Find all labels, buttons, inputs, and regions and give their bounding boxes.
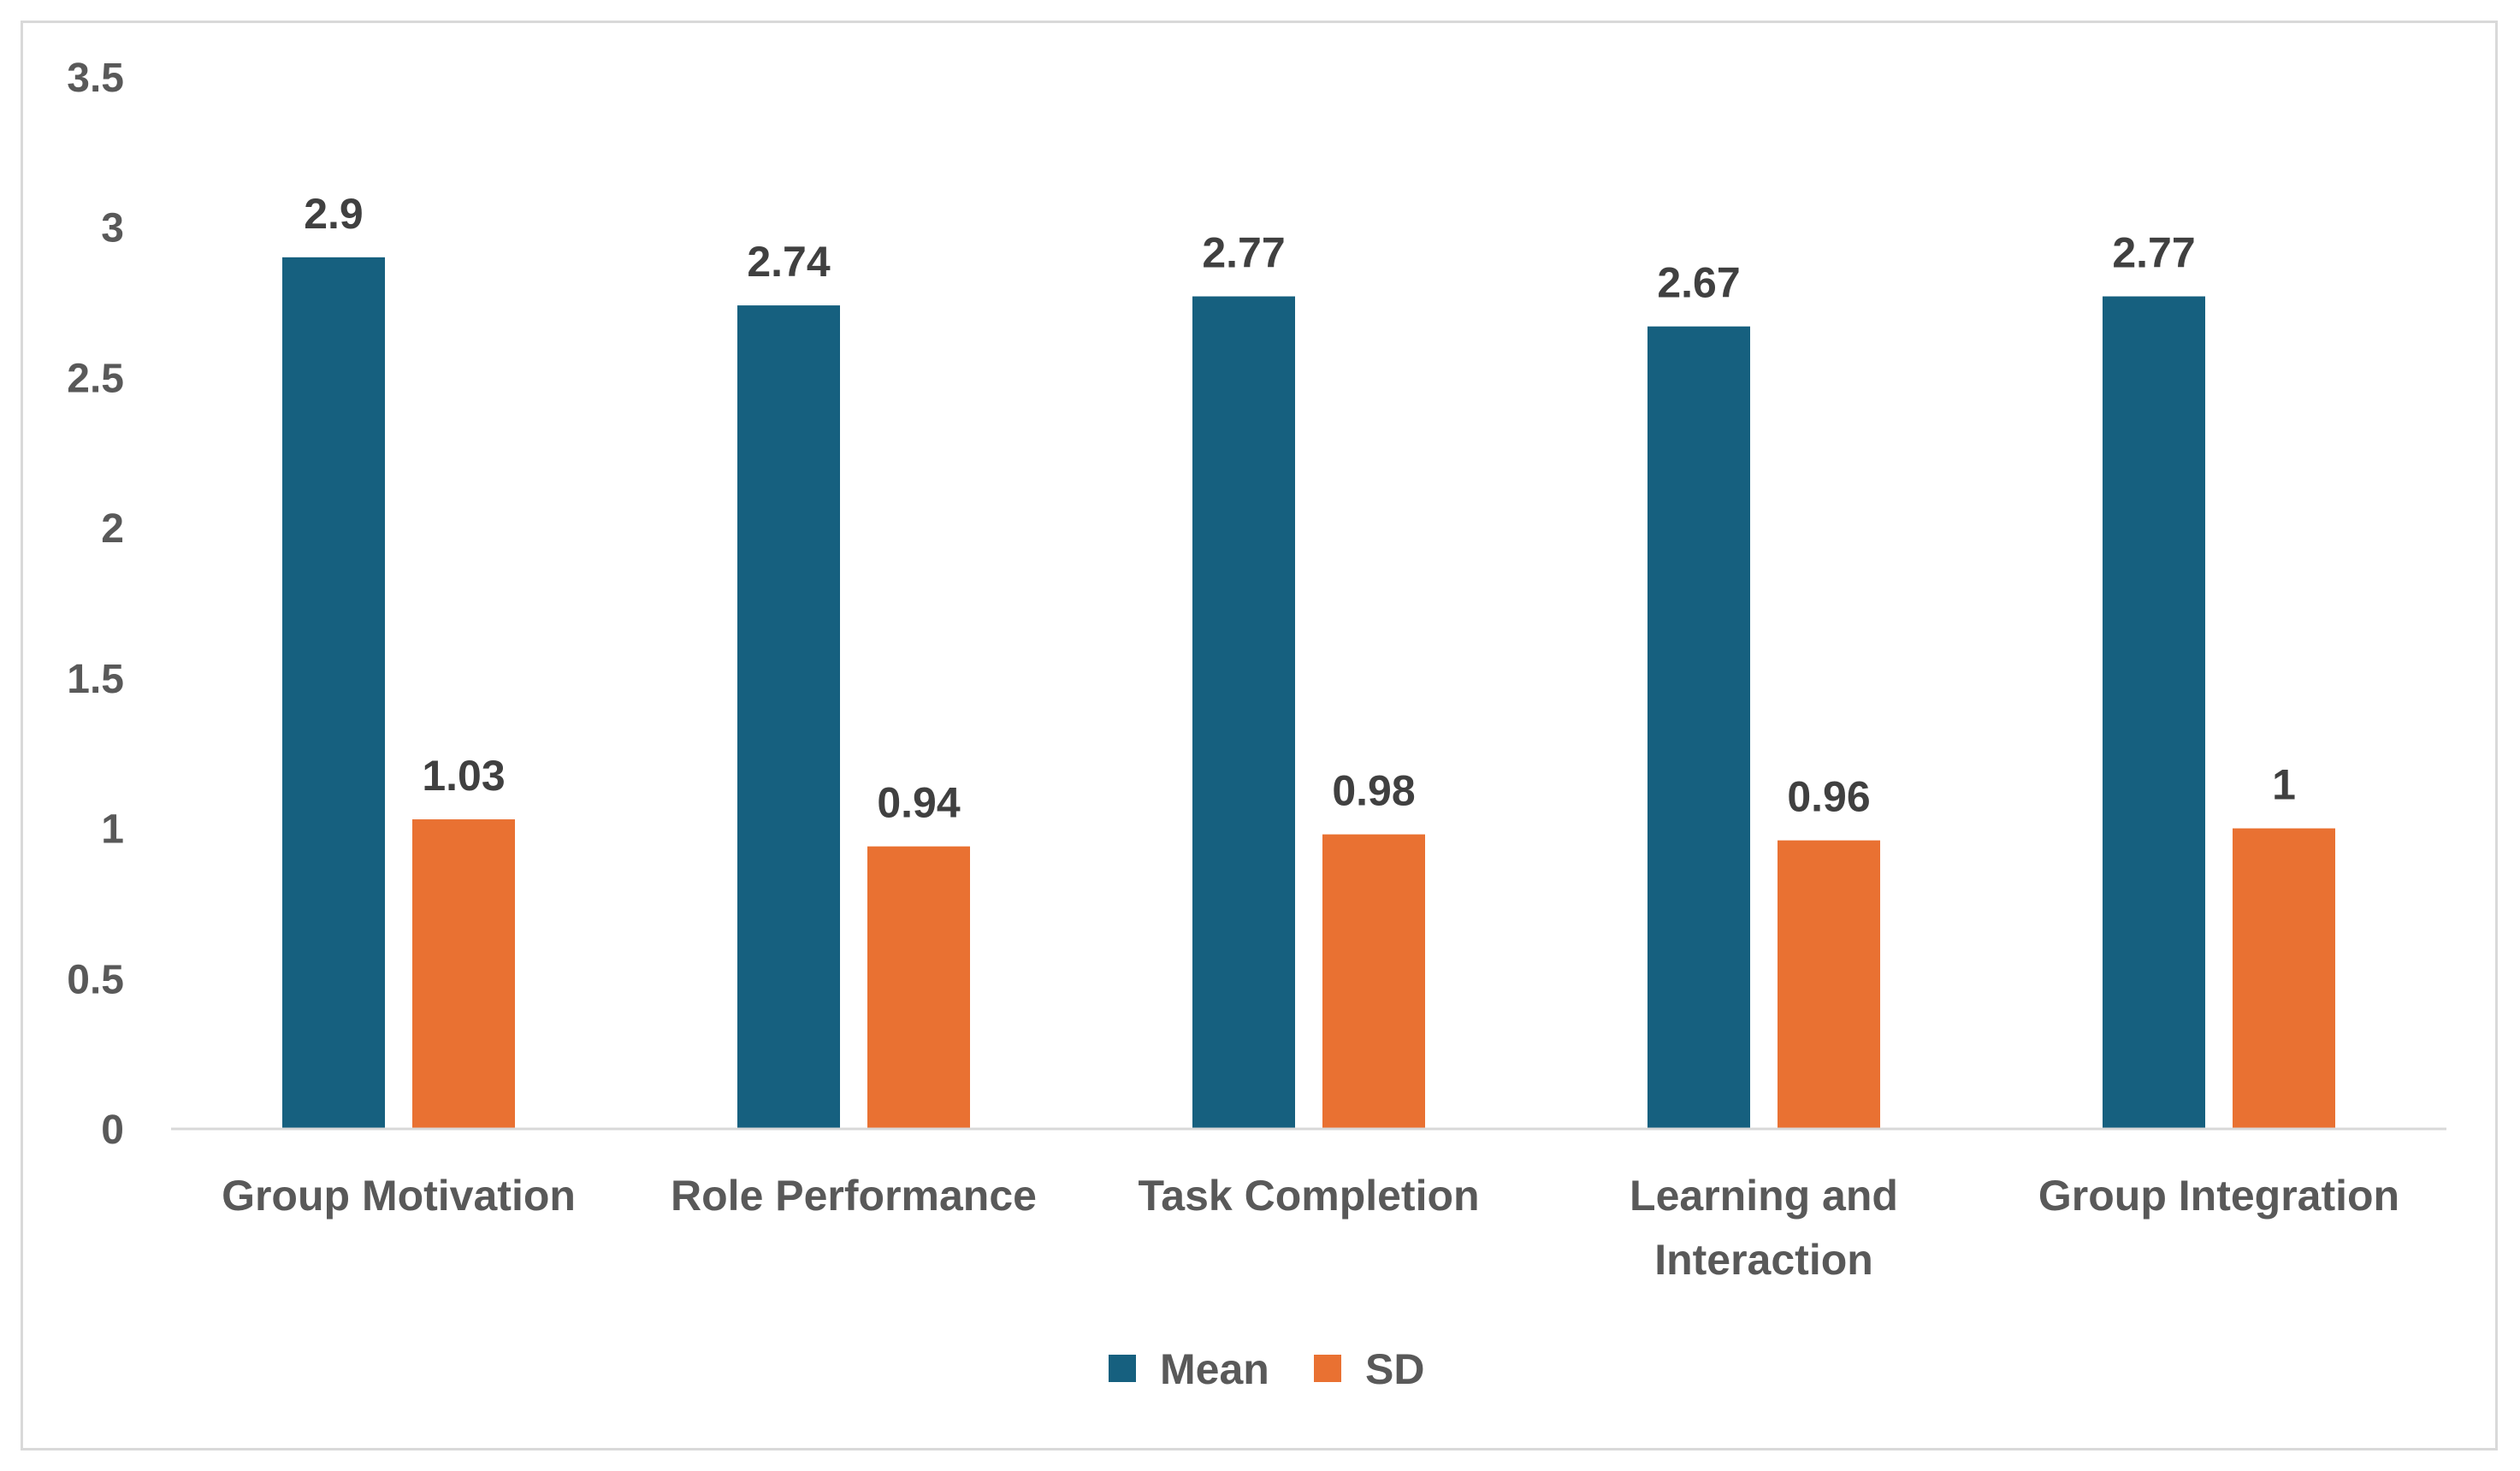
y-tick-label: 1.5 (67, 657, 124, 702)
y-tick-label: 3.5 (67, 56, 124, 101)
data-label-mean: 2.74 (747, 238, 831, 286)
data-label-sd: 1.03 (422, 752, 505, 800)
category-group: 2.77 1 Group Integration (2038, 229, 2399, 1220)
x-category-label: Group Integration (2038, 1172, 2399, 1220)
legend-label-sd: SD (1365, 1345, 1424, 1393)
bar-sd[interactable] (1322, 834, 1425, 1129)
category-group: 2.67 0.96 Learning and Interaction (1630, 259, 1898, 1284)
bar-mean[interactable] (282, 257, 385, 1129)
legend-swatch-sd (1314, 1355, 1341, 1382)
category-group: 2.77 0.98 Task Completion (1138, 229, 1479, 1220)
bar-mean[interactable] (2103, 296, 2205, 1129)
legend-item-sd[interactable]: SD (1314, 1345, 1424, 1393)
category-group: 2.74 0.94 Role Performance (671, 238, 1037, 1220)
data-label-mean: 2.67 (1657, 259, 1740, 307)
legend-label-mean: Mean (1160, 1345, 1269, 1393)
bar-mean[interactable] (737, 305, 840, 1130)
y-tick-label: 2 (101, 506, 124, 552)
y-tick-label: 3 (101, 206, 124, 251)
bar-mean[interactable] (1647, 326, 1750, 1130)
bar-sd[interactable] (867, 846, 970, 1129)
y-tick-label: 0.5 (67, 957, 124, 1002)
y-tick-label: 1 (101, 807, 124, 853)
bar-sd[interactable] (1778, 840, 1880, 1129)
data-label-sd: 0.98 (1332, 767, 1415, 815)
x-category-label: Group Motivation (222, 1172, 576, 1220)
data-label-sd: 0.96 (1787, 773, 1870, 821)
data-label-mean: 2.77 (2112, 229, 2195, 277)
bar-sd[interactable] (2233, 828, 2335, 1129)
data-label-mean: 2.9 (304, 190, 364, 238)
legend-item-mean[interactable]: Mean (1109, 1345, 1269, 1393)
x-category-label: Interaction (1654, 1236, 1873, 1284)
bar-mean[interactable] (1192, 296, 1295, 1129)
data-label-sd: 1 (2272, 761, 2296, 809)
x-category-label: Role Performance (671, 1172, 1037, 1220)
y-tick-label: 2.5 (67, 356, 124, 401)
legend: Mean SD (1109, 1345, 1424, 1393)
y-tick-label: 0 (101, 1108, 124, 1153)
data-label-mean: 2.77 (1202, 229, 1285, 277)
category-group: 2.9 1.03 Group Motivation (222, 190, 576, 1220)
legend-swatch-mean (1109, 1355, 1136, 1382)
data-label-sd: 0.94 (877, 779, 961, 827)
bar-sd[interactable] (412, 819, 515, 1129)
x-category-label: Task Completion (1138, 1172, 1479, 1220)
x-category-label: Learning and (1630, 1172, 1898, 1220)
